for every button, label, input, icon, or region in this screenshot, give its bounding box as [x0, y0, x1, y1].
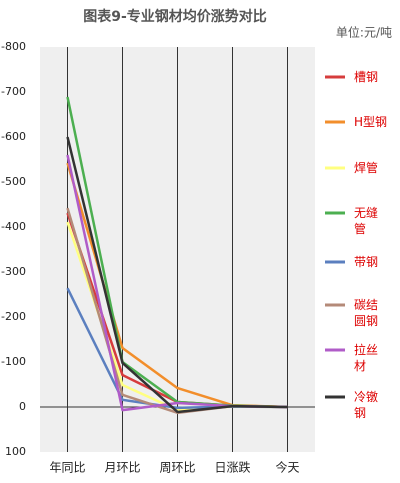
legend-label: 带钢 — [354, 255, 379, 269]
x-tick-label: 周环比 — [159, 461, 195, 475]
legend-label: 槽钢 — [354, 70, 379, 84]
legend-label: 冷镦钢 — [354, 390, 379, 420]
legend-label: H型钢 — [354, 115, 388, 129]
y-tick-label: -100 — [1, 355, 26, 368]
y-tick-label: -600 — [1, 130, 26, 143]
unit-label: 单位:元/吨 — [336, 25, 392, 40]
y-tick-label: -300 — [1, 265, 26, 278]
y-tick-label: -700 — [1, 85, 26, 98]
legend-label: 拉丝材 — [354, 343, 379, 373]
chart-title: 图表9-专业钢材均价涨势对比 — [83, 8, 267, 25]
legend-label: 碳结圆钢 — [354, 298, 379, 328]
x-tick-label: 月环比 — [104, 461, 140, 475]
x-tick-label: 年同比 — [49, 461, 85, 475]
x-tick-label: 今天 — [275, 460, 299, 475]
series-line — [66, 136, 288, 414]
y-tick-label: 0 — [19, 400, 26, 413]
x-tick-label: 日涨跌 — [214, 460, 250, 475]
y-tick-label: -400 — [1, 220, 26, 233]
y-tick-label: -800 — [1, 40, 26, 53]
y-tick-label: -200 — [1, 310, 26, 323]
legend-label: 焊管 — [354, 161, 379, 175]
legend-label: 无缝管 — [354, 206, 379, 236]
y-tick-label: -500 — [1, 175, 26, 188]
y-tick-label: 100 — [5, 445, 26, 458]
